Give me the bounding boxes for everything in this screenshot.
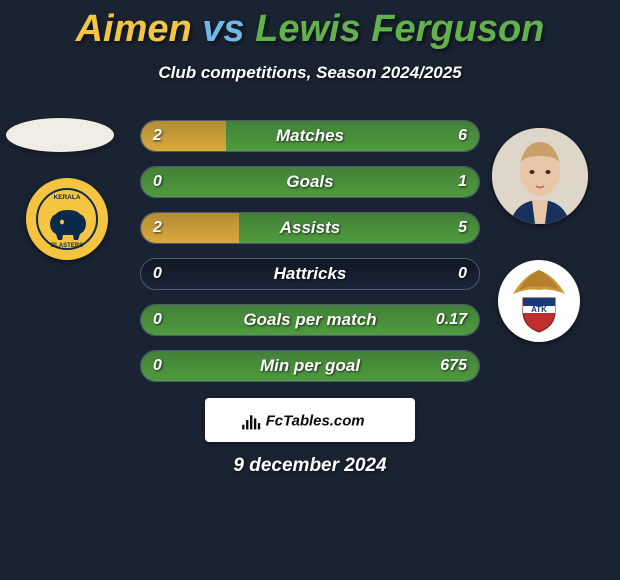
player-left-photo-placeholder <box>6 118 114 152</box>
stat-row: 0Min per goal675 <box>140 350 480 382</box>
stat-value-right: 1 <box>458 167 467 197</box>
svg-text:ATK: ATK <box>531 305 547 314</box>
stat-row: 0Goals per match0.17 <box>140 304 480 336</box>
stat-row: 2Matches6 <box>140 120 480 152</box>
stat-row: 2Assists5 <box>140 212 480 244</box>
stat-label: Goals per match <box>141 305 479 335</box>
player-right-photo <box>492 128 588 224</box>
stat-label: Matches <box>141 121 479 151</box>
kerala-blasters-icon: KERALA BLASTERS <box>26 178 108 260</box>
player-left-club-badge: KERALA BLASTERS <box>26 178 108 260</box>
subtitle: Club competitions, Season 2024/2025 <box>0 63 620 83</box>
atk-badge-icon: ATK <box>498 260 580 342</box>
player-right-club-badge: ATK <box>498 260 580 342</box>
svg-text:KERALA: KERALA <box>53 194 80 201</box>
stat-row: 0Goals1 <box>140 166 480 198</box>
title-vs: vs <box>192 8 255 50</box>
svg-text:BLASTERS: BLASTERS <box>51 243 83 249</box>
date-text: 9 december 2024 <box>0 455 620 477</box>
stat-value-right: 0 <box>458 259 467 289</box>
page-title: Aimen vs Lewis Ferguson <box>0 0 620 51</box>
player-portrait-icon <box>492 128 588 224</box>
stat-label: Hattricks <box>141 259 479 289</box>
stat-label: Min per goal <box>141 351 479 381</box>
fctables-watermark: FcTables.com <box>205 398 415 442</box>
title-player-right: Lewis Ferguson <box>255 8 544 50</box>
stat-value-right: 0.17 <box>436 305 467 335</box>
svg-text:FcTables.com: FcTables.com <box>266 412 365 429</box>
stats-comparison: 2Matches60Goals12Assists50Hattricks00Goa… <box>140 120 480 396</box>
stat-value-right: 675 <box>440 351 467 381</box>
fctables-logo-icon: FcTables.com <box>239 409 380 431</box>
stat-value-right: 6 <box>458 121 467 151</box>
stat-label: Goals <box>141 167 479 197</box>
stat-value-right: 5 <box>458 213 467 243</box>
stat-label: Assists <box>141 213 479 243</box>
title-player-left: Aimen <box>76 8 192 50</box>
stat-row: 0Hattricks0 <box>140 258 480 290</box>
